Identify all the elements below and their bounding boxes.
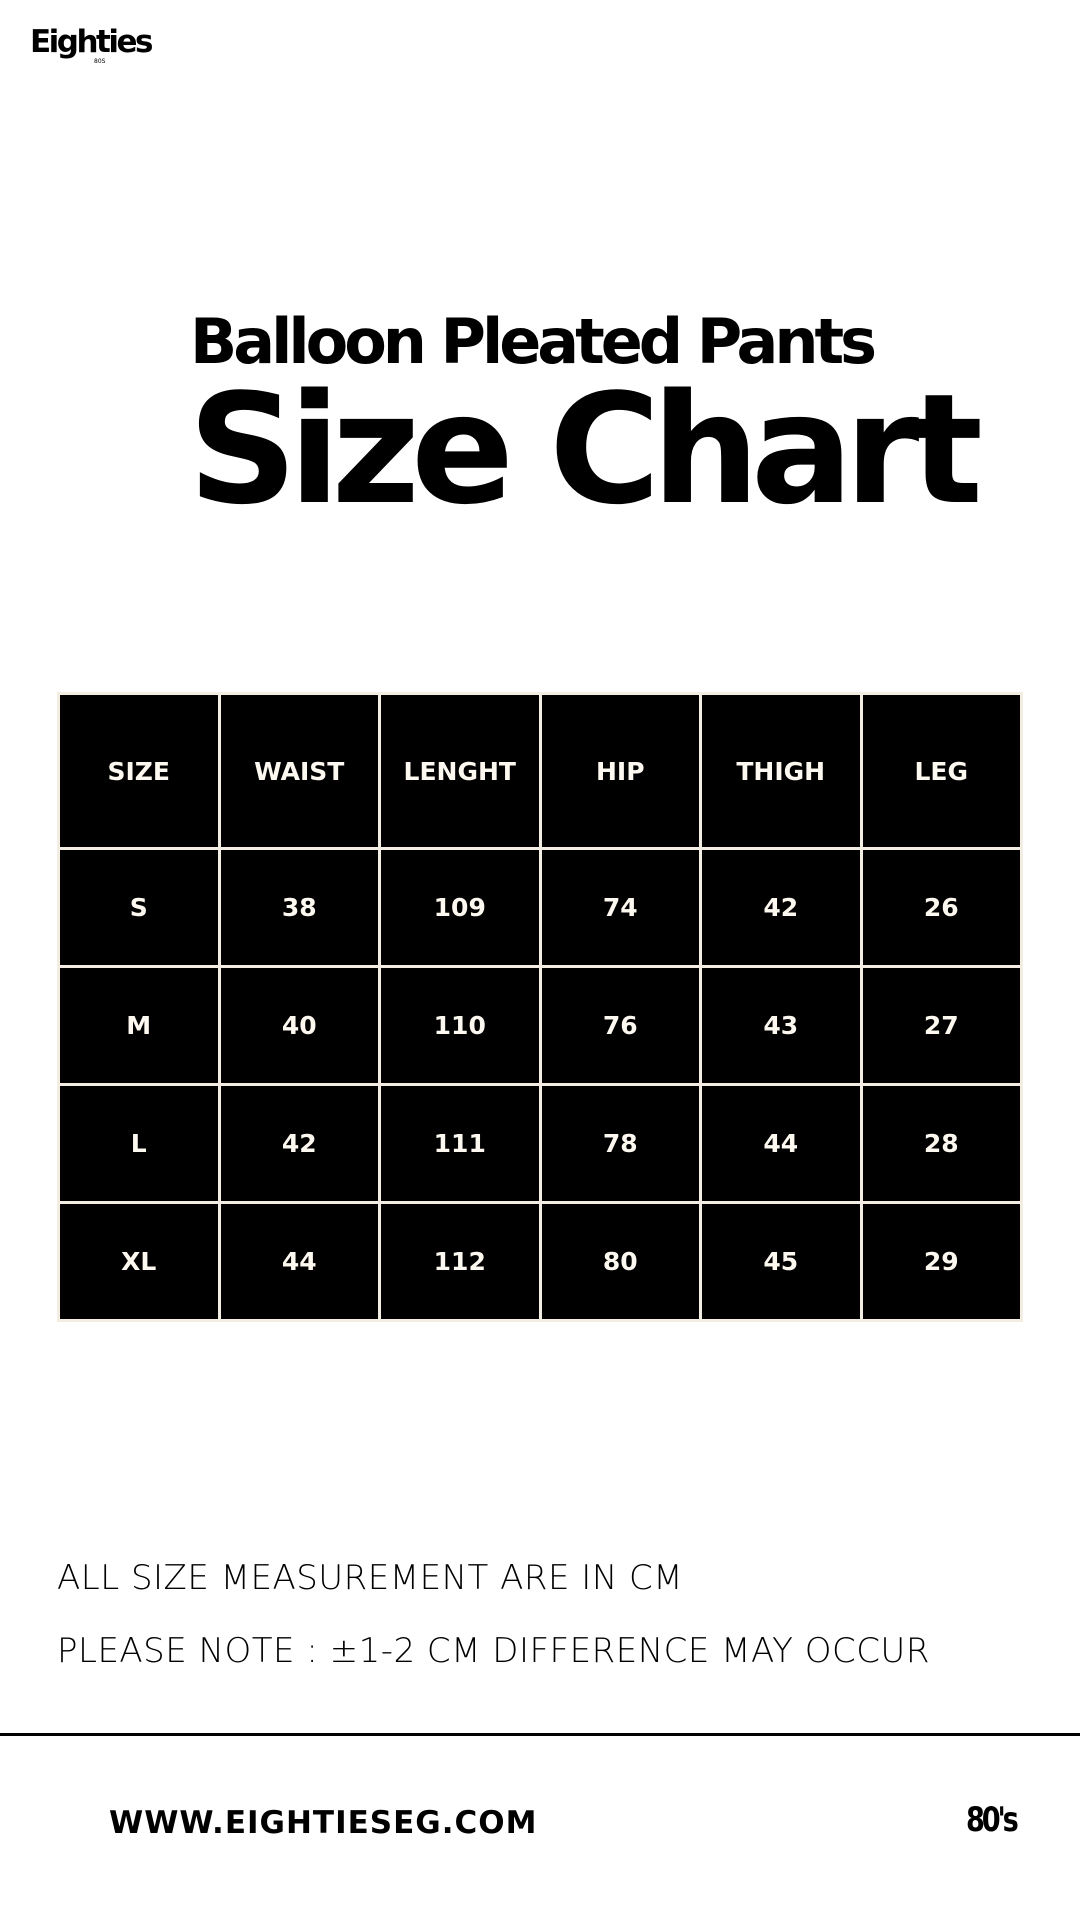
table-cell: 76 bbox=[538, 965, 702, 1086]
table-cell: 28 bbox=[859, 1083, 1023, 1204]
header-cell: LEG bbox=[859, 692, 1023, 850]
table-cell: 26 bbox=[859, 847, 1023, 968]
table-cell: 45 bbox=[699, 1201, 863, 1322]
table-header-row: SIZE WAIST LENGHT HIP THIGH LEG bbox=[57, 692, 1023, 850]
table-cell: 44 bbox=[699, 1083, 863, 1204]
table-cell: 74 bbox=[538, 847, 702, 968]
table-cell: 44 bbox=[217, 1201, 381, 1322]
table-cell: 42 bbox=[217, 1083, 381, 1204]
table-row: XL 44 112 80 45 29 bbox=[57, 1201, 1023, 1322]
note-units: ALL SIZE MEASUREMENT ARE IN CM bbox=[57, 1558, 684, 1598]
brand-mark: 80's bbox=[966, 1800, 1019, 1840]
table-row: L 42 111 78 44 28 bbox=[57, 1083, 1023, 1204]
header-cell: WAIST bbox=[217, 692, 381, 850]
header-cell: LENGHT bbox=[378, 692, 542, 850]
table-cell: S bbox=[57, 847, 221, 968]
brand-logo: Eighties 80S bbox=[30, 24, 153, 65]
table-cell: 27 bbox=[859, 965, 1023, 1086]
table-cell: 78 bbox=[538, 1083, 702, 1204]
product-name: Balloon Pleated Pants bbox=[190, 305, 877, 378]
footer-divider bbox=[0, 1733, 1080, 1736]
page-title: Size Chart bbox=[188, 361, 983, 538]
header-cell: HIP bbox=[538, 692, 702, 850]
logo-text: Eighties bbox=[30, 24, 153, 60]
table-cell: 111 bbox=[378, 1083, 542, 1204]
table-cell: XL bbox=[57, 1201, 221, 1322]
website-link[interactable]: WWW.EIGHTIESEG.COM bbox=[109, 1805, 538, 1841]
header-cell: THIGH bbox=[699, 692, 863, 850]
table-cell: 29 bbox=[859, 1201, 1023, 1322]
table-cell: 40 bbox=[217, 965, 381, 1086]
header-cell: SIZE bbox=[57, 692, 221, 850]
table-cell: 43 bbox=[699, 965, 863, 1086]
table-cell: 42 bbox=[699, 847, 863, 968]
table-row: M 40 110 76 43 27 bbox=[57, 965, 1023, 1086]
size-chart-table: SIZE WAIST LENGHT HIP THIGH LEG S 38 109… bbox=[57, 692, 1023, 1322]
table-cell: 112 bbox=[378, 1201, 542, 1322]
table-row: S 38 109 74 42 26 bbox=[57, 847, 1023, 968]
logo-subtext: 80S bbox=[94, 58, 106, 65]
table-cell: L bbox=[57, 1083, 221, 1204]
table-cell: 38 bbox=[217, 847, 381, 968]
table-cell: 109 bbox=[378, 847, 542, 968]
table-cell: 110 bbox=[378, 965, 542, 1086]
table-cell: M bbox=[57, 965, 221, 1086]
note-tolerance: PLEASE NOTE : ±1-2 CM DIFFERENCE MAY OCC… bbox=[57, 1631, 930, 1671]
table-cell: 80 bbox=[538, 1201, 702, 1322]
